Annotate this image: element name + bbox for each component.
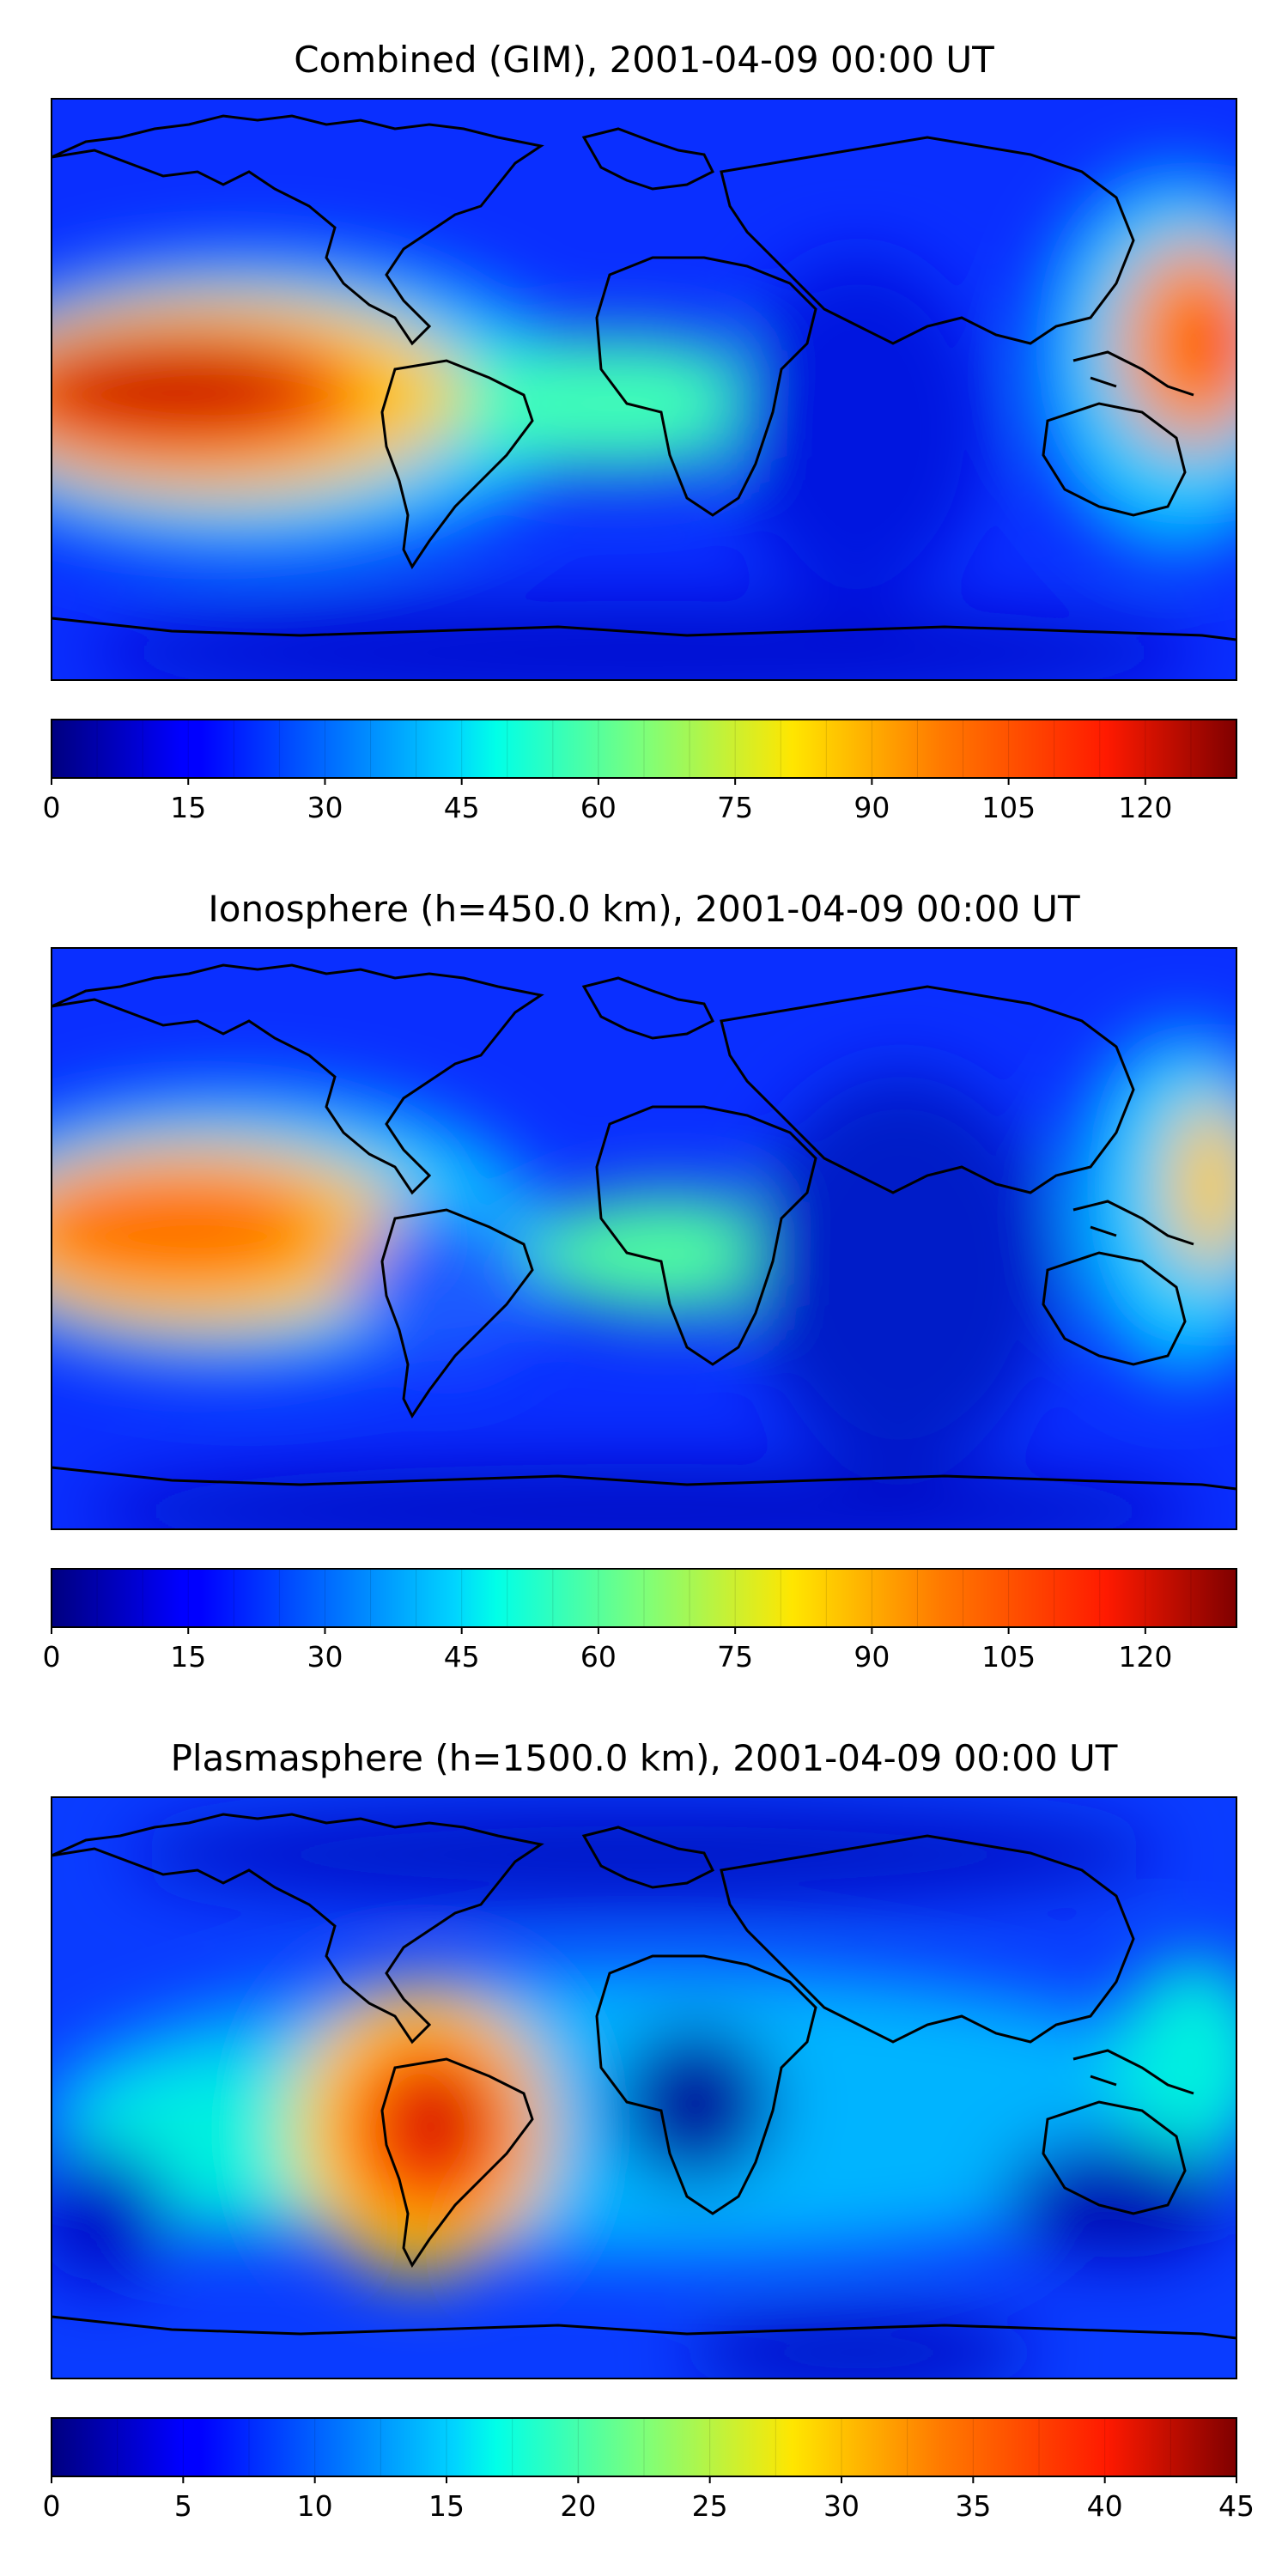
colorbar-tick-label: 75 (717, 1640, 753, 1674)
field-blob (1168, 1099, 1236, 1271)
coastlines (52, 1813, 1236, 2340)
colorbar-tick-label: 30 (823, 2489, 860, 2523)
field-blob (52, 343, 318, 429)
colorbar-tick-label: 90 (854, 791, 890, 824)
colorbar-tick-label: 0 (43, 791, 61, 824)
colorbar-plasmasphere: 0 5 10 15 20 25 30 35 40 45 (43, 2417, 1255, 2523)
colorbar-tick-label: 40 (1087, 2489, 1123, 2523)
colorbar-tick-label: 75 (717, 791, 753, 824)
field-blob (86, 1464, 1202, 1529)
colorbar-tick-label: 120 (1118, 1640, 1172, 1674)
map-frame (51, 1796, 1237, 2379)
colorbar-combined: 0 15 30 45 60 75 90 105 120 (43, 719, 1237, 824)
panel-ionosphere: Ionosphere (h=450.0 km), 2001-04-09 00:0… (43, 888, 1237, 1674)
panel-title-ionosphere: Ionosphere (h=450.0 km), 2001-04-09 00:0… (208, 888, 1080, 930)
colorbar-tick-label: 90 (854, 1640, 890, 1674)
colorbar-swatch (51, 1568, 1237, 1628)
colorbar-tick-label: 20 (560, 2489, 596, 2523)
field-blob (524, 1194, 816, 1314)
colorbar-tick-label: 45 (444, 1640, 480, 1674)
colorbar-tick-label: 10 (297, 2489, 333, 2523)
colorbar-tick-label: 5 (174, 2489, 192, 2523)
value-field (52, 172, 1236, 680)
colorbar-ticks: 0 15 30 45 60 75 90 105 120 (43, 1569, 1192, 1674)
colorbar-tick-label: 45 (1218, 2489, 1255, 2523)
colorbar-tick-label: 30 (307, 791, 343, 824)
field-blob (447, 335, 790, 472)
colorbar-tick-label: 30 (307, 1640, 343, 1674)
colorbar-tick-label: 0 (43, 2489, 61, 2523)
field-blob (86, 601, 1202, 680)
map-plot-plasmasphere (52, 1797, 1236, 2379)
colorbar-tick-label: 45 (444, 791, 480, 824)
colorbar-tick-label: 105 (981, 1640, 1036, 1674)
map-frame (51, 947, 1237, 1530)
colorbar-tick-label: 35 (955, 2489, 991, 2523)
colorbar-tick-label: 120 (1118, 791, 1172, 824)
field-blob (129, 1803, 1159, 1906)
colorbar-tick-label: 25 (692, 2489, 728, 2523)
colorbar-tick-label: 105 (981, 791, 1036, 824)
field-blob (1116, 1958, 1236, 2164)
colorbar-tick-label: 15 (170, 791, 206, 824)
colorbar-tick-label: 60 (580, 1640, 617, 1674)
panel-combined: Combined (GIM), 2001-04-09 00:00 UT (43, 39, 1237, 824)
field-blob (730, 258, 987, 601)
panel-plasmasphere: Plasmasphere (h=1500.0 km), 2001-04-09 0… (43, 1737, 1255, 2523)
colorbar-tick-label: 0 (43, 1640, 61, 1674)
colorbar-ticks: 0 15 30 45 60 75 90 105 120 (43, 720, 1192, 824)
map-plot-combined (52, 99, 1236, 680)
colorbar-ticks: 0 5 10 15 20 25 30 35 40 45 (43, 2418, 1255, 2523)
map-plot-ionosphere (52, 948, 1236, 1529)
value-field (52, 1803, 1236, 2379)
panel-title-plasmasphere: Plasmasphere (h=1500.0 km), 2001-04-09 0… (171, 1737, 1118, 1779)
colorbar-tick-label: 15 (170, 1640, 206, 1674)
panel-title-combined: Combined (GIM), 2001-04-09 00:00 UT (294, 39, 994, 81)
field-blob (52, 1172, 326, 1284)
value-field (52, 1030, 1236, 1529)
coastlines (52, 963, 1236, 1491)
field-blob (687, 2310, 1030, 2379)
colorbar-swatch (51, 719, 1237, 779)
colorbar-tick-label: 15 (428, 2489, 465, 2523)
field-blob (395, 2078, 481, 2164)
field-blob (52, 2147, 172, 2284)
field-blob (618, 2026, 773, 2181)
colorbar-swatch (51, 2417, 1237, 2477)
colorbar-tick-label: 60 (580, 791, 617, 824)
colorbar-ionosphere: 0 15 30 45 60 75 90 105 120 (43, 1568, 1237, 1674)
map-frame (51, 98, 1237, 681)
field-blob (747, 1073, 1056, 1468)
coastlines (52, 114, 1236, 641)
field-blob (1005, 2138, 1228, 2258)
field-blob (352, 1211, 541, 1365)
field-blob (1172, 292, 1236, 395)
